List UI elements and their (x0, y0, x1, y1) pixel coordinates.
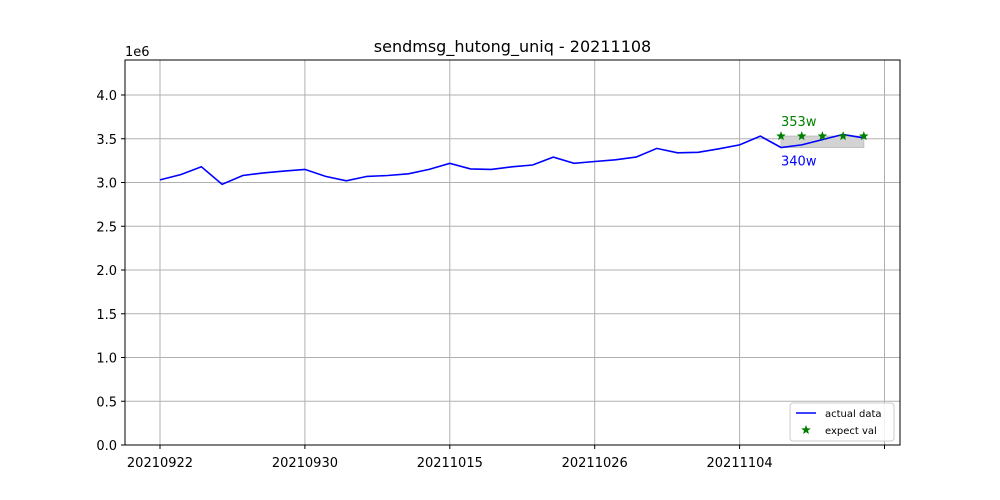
expect-val-star (859, 131, 869, 141)
y-tick-label: 1.5 (96, 308, 117, 323)
y-tick-label: 2.0 (96, 264, 117, 279)
x-tick-label: 20210930 (272, 456, 338, 471)
expect-val-star (817, 131, 828, 141)
annotations: 353w 340w (781, 115, 817, 169)
annotation-label: 353w (781, 115, 817, 130)
legend-star-swatch (801, 425, 811, 435)
y-offset-label: 1e6 (125, 45, 150, 60)
y-tick-label: 3.0 (96, 177, 117, 192)
x-tick-label: 20211026 (562, 456, 628, 471)
expect-val-star (776, 131, 786, 141)
y-axis-ticks: 0.0 0.5 1.0 1.5 2.0 2.5 3.0 3.5 4.0 (96, 89, 125, 454)
expect-val-star (796, 131, 807, 141)
legend-label-expect: expect val (825, 426, 877, 437)
y-tick-label: 1.0 (96, 352, 117, 367)
y-tick-label: 0.0 (96, 439, 117, 454)
actual-data-line (159, 133, 864, 186)
chart-title: sendmsg_hutong_uniq - 20211108 (374, 37, 651, 57)
legend: actual data expect val (789, 402, 895, 442)
x-tick-label: 20210922 (127, 456, 193, 471)
y-tick-label: 2.5 (96, 220, 117, 235)
grid (125, 60, 900, 446)
expect-val-markers (776, 131, 869, 141)
expect-val-star (838, 131, 848, 141)
annotation-label: 340w (781, 155, 817, 170)
y-tick-label: 4.0 (96, 89, 117, 104)
y-tick-label: 0.5 (96, 395, 117, 410)
x-tick-label: 20211015 (417, 456, 483, 471)
axes-frame (124, 59, 901, 446)
y-tick-label: 3.5 (96, 133, 117, 148)
legend-label-actual: actual data (825, 409, 882, 420)
x-axis-ticks: 20210922 20210930 20211015 20211026 20211104 (127, 445, 885, 471)
x-tick-label: 20211104 (707, 456, 773, 471)
